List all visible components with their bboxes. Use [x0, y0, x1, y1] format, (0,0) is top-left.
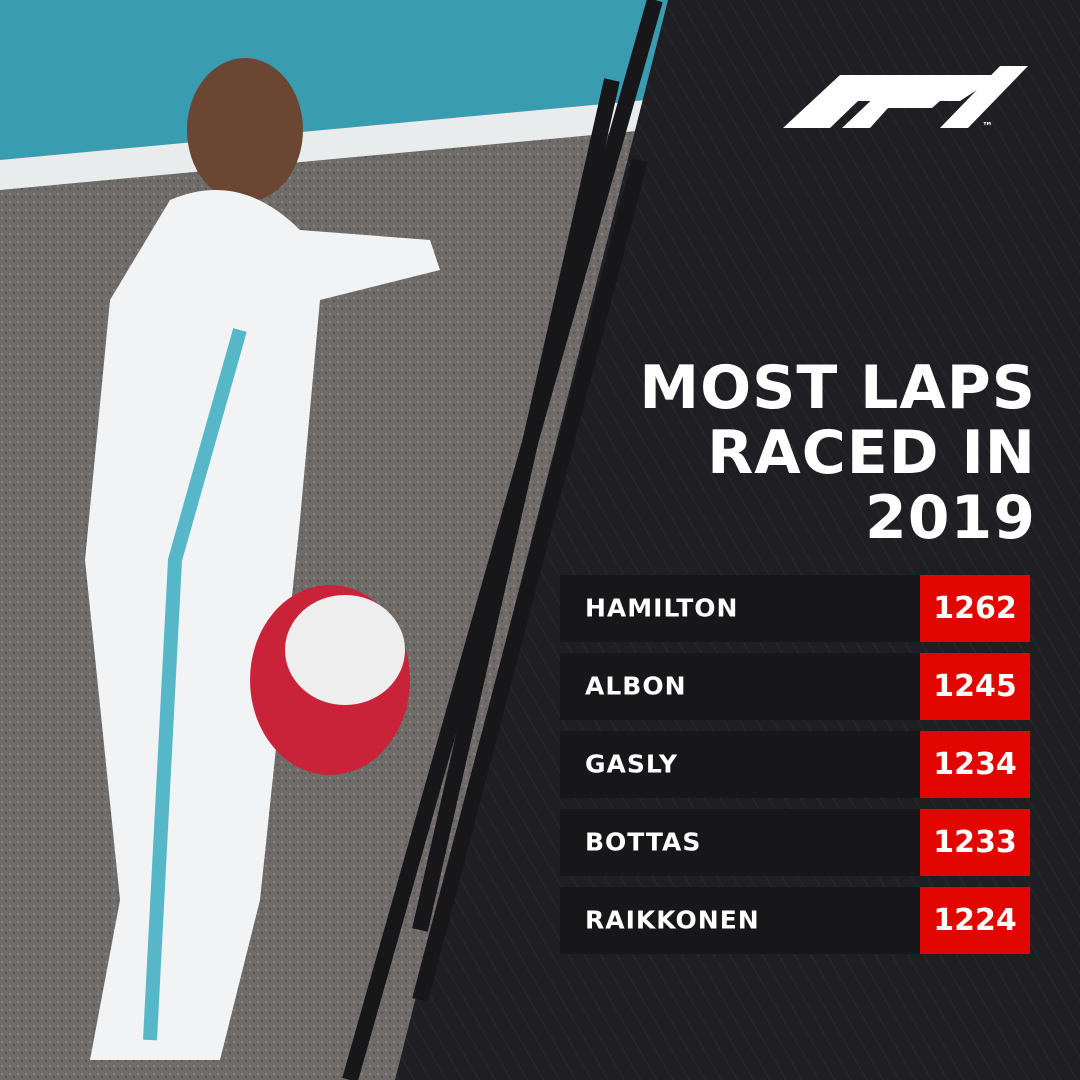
driver-silhouette — [85, 58, 440, 1060]
laps-value: 1234 — [933, 747, 1017, 782]
logo-shape — [842, 92, 950, 128]
driver-name: GASLY — [585, 750, 678, 779]
title-line: RACED IN — [707, 418, 1036, 488]
driver-name: RAIKKONEN — [585, 906, 760, 935]
stripe — [412, 78, 620, 932]
value-box — [920, 653, 1030, 720]
laps-value: 1245 — [933, 669, 1017, 704]
laps-value: 1224 — [933, 903, 1017, 938]
title-line: 2019 — [865, 483, 1036, 553]
table-row: BOTTAS 1233 — [560, 809, 1030, 876]
driver-head — [187, 58, 303, 202]
value-box — [920, 575, 1030, 642]
laps-value: 1262 — [933, 591, 1017, 626]
trademark: ™ — [982, 120, 993, 133]
stripe — [412, 157, 648, 1003]
table-row: GASLY 1234 — [560, 731, 1030, 798]
table-row: HAMILTON 1262 — [560, 575, 1030, 642]
value-box — [920, 731, 1030, 798]
value-box — [920, 809, 1030, 876]
value-box — [920, 887, 1030, 954]
row-background — [560, 575, 920, 642]
logo-shape — [783, 75, 1000, 128]
f1-logo: ™ — [783, 66, 1028, 133]
title-line: MOST LAPS — [639, 353, 1036, 423]
laps-table: HAMILTON 1262 ALBON 1245 GASLY 1234 BOTTAS 1233… — [560, 575, 1030, 954]
driver-name: HAMILTON — [585, 594, 738, 623]
driver-suit — [85, 190, 440, 1060]
table-row: RAIKKONEN 1224 — [560, 887, 1030, 954]
row-background — [560, 653, 920, 720]
row-background — [560, 887, 920, 954]
driver-name: ALBON — [585, 672, 687, 701]
track-line — [0, 95, 700, 190]
logo-shape — [940, 66, 1028, 128]
helmet-panel — [285, 595, 405, 705]
table-row: ALBON 1245 — [560, 653, 1030, 720]
laps-value: 1233 — [933, 825, 1017, 860]
suit-stripe — [143, 328, 247, 1041]
diagonal-stripes — [342, 0, 663, 1080]
driver-name: BOTTAS — [585, 828, 701, 857]
row-background — [560, 809, 920, 876]
row-background — [560, 731, 920, 798]
run-off-area — [0, 0, 700, 160]
